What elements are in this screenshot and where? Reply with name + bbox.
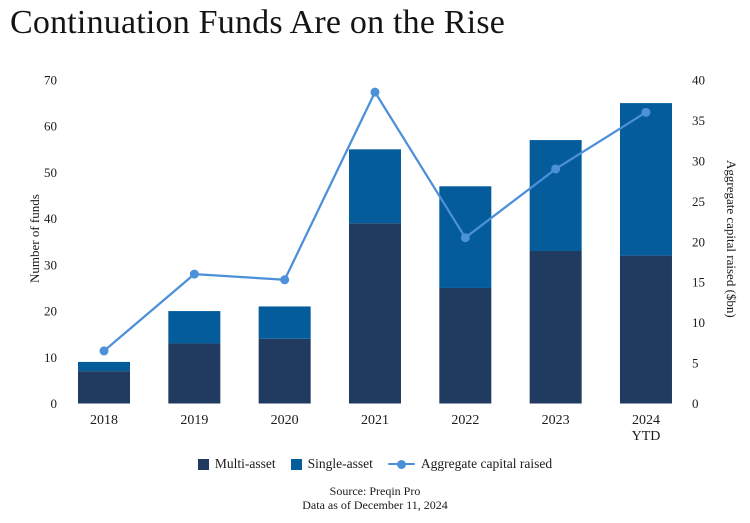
left-axis-tick: 0 [51, 396, 58, 411]
left-axis-tick: 60 [44, 119, 57, 134]
right-axis-tick: 40 [692, 73, 705, 88]
right-axis-tick: 15 [692, 275, 705, 290]
x-axis-label: 2020 [271, 413, 299, 428]
bar-single-asset [348, 149, 401, 224]
right-axis-title: Aggregate capital raised ($bn) [724, 160, 739, 318]
left-axis-tick: 20 [44, 304, 57, 319]
x-axis-label: 2019 [180, 413, 208, 428]
line-marker-dot [396, 459, 406, 469]
x-axis-label: 2018 [90, 413, 118, 428]
source-text: Source: Preqin Pro [329, 484, 421, 498]
bar-multi-asset [529, 250, 582, 404]
legend-item-multi-asset: Multi-asset [197, 456, 276, 472]
line-point [189, 269, 199, 279]
legend-label: Single-asset [307, 456, 373, 471]
multi-asset-swatch-icon [197, 458, 209, 470]
left-axis-tick: 50 [44, 165, 57, 180]
right-axis-tick: 0 [692, 396, 699, 411]
legend-label: Aggregate capital raised [420, 456, 553, 471]
bar-multi-asset [348, 223, 401, 404]
bar-multi-asset [258, 338, 311, 404]
line-point [99, 346, 109, 356]
single-asset-swatch-icon [290, 458, 302, 470]
left-axis-tick: 40 [44, 211, 57, 226]
right-axis-tick: 35 [692, 113, 705, 128]
x-axis-label: 2024 [632, 413, 660, 428]
as-of-text: Data as of December 11, 2024 [302, 498, 448, 512]
line-point [370, 87, 380, 97]
bar-multi-asset [78, 371, 130, 404]
bar-multi-asset [619, 255, 672, 404]
bar-multi-asset [439, 287, 492, 404]
bar-multi-asset [168, 343, 221, 404]
legend-item-aggregate-capital: Aggregate capital raised [387, 456, 553, 472]
line-point [280, 275, 290, 285]
x-axis-label: 2021 [361, 413, 389, 428]
right-axis-tick: 5 [692, 356, 699, 371]
legend: Multi-asset Single-asset Aggregate capit… [0, 456, 750, 472]
line-point [551, 164, 561, 174]
right-axis-tick: 30 [692, 153, 705, 168]
chart-footer: Source: Preqin Pro Data as of December 1… [0, 484, 750, 512]
right-axis-tick: 20 [692, 234, 705, 249]
x-axis-label: 2023 [542, 413, 570, 428]
bar-single-asset [168, 311, 221, 344]
line-point [460, 233, 470, 243]
right-axis-tick: 25 [692, 194, 705, 209]
bar-single-asset [78, 361, 130, 372]
line-point [641, 107, 651, 117]
x-axis-label: YTD [632, 429, 661, 444]
bar-single-asset [619, 103, 672, 256]
left-axis-tick: 70 [44, 73, 57, 88]
legend-label: Multi-asset [214, 456, 276, 471]
line-dot-marker-icon [387, 459, 415, 469]
left-axis-tick: 10 [44, 350, 57, 365]
right-axis-tick: 10 [692, 315, 705, 330]
bar-single-asset [258, 306, 311, 339]
x-axis-label: 2022 [451, 413, 479, 428]
chart-title: Continuation Funds Are on the Rise [10, 4, 506, 41]
left-axis-tick: 30 [44, 257, 57, 272]
legend-item-single-asset: Single-asset [290, 456, 373, 472]
